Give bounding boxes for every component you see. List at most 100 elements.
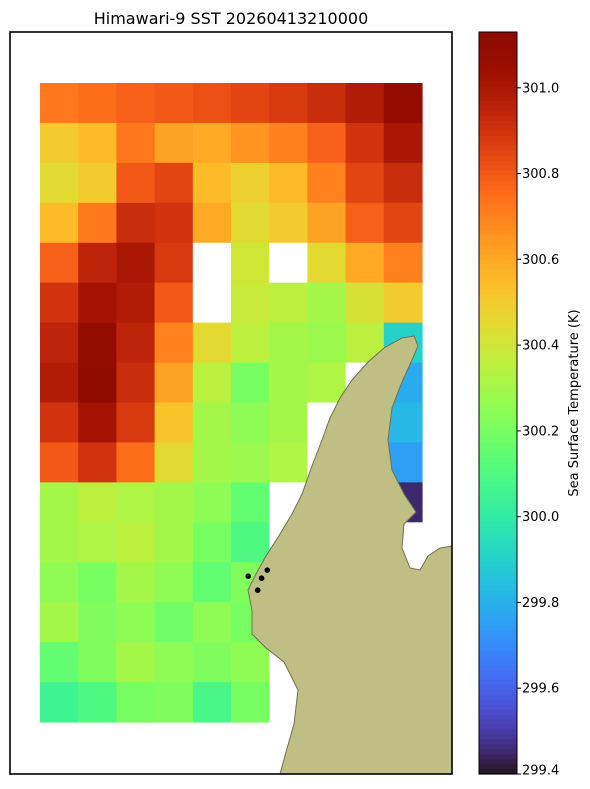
colorbar-strip xyxy=(479,665,517,671)
sst-cell xyxy=(192,402,232,444)
colorbar-strip xyxy=(479,472,517,478)
sst-cell xyxy=(116,522,156,563)
colorbar-strip xyxy=(479,714,517,721)
sst-cell xyxy=(231,402,270,444)
sst-cell xyxy=(192,362,232,404)
sst-cell xyxy=(116,402,156,444)
colorbar-strip xyxy=(479,576,517,582)
colorbar-strip xyxy=(479,709,517,716)
colorbar-strip xyxy=(479,41,517,48)
colorbar-strip xyxy=(479,106,517,112)
sst-cell xyxy=(40,202,79,244)
sst-cell xyxy=(116,83,156,124)
sst-cell xyxy=(383,282,423,324)
colorbar-strip xyxy=(479,348,517,355)
sst-cell xyxy=(192,122,232,164)
colorbar-strip xyxy=(479,724,517,731)
colorbar-strip xyxy=(479,239,517,246)
sst-cell xyxy=(154,162,194,204)
sst-cell xyxy=(154,562,194,603)
colorbar-strip xyxy=(479,422,517,429)
colorbar-strip xyxy=(479,689,517,696)
sst-cell xyxy=(231,642,270,683)
colorbar-strip xyxy=(479,36,517,43)
colorbar-strip xyxy=(479,595,517,602)
sst-cell xyxy=(192,562,232,603)
sst-cell xyxy=(307,122,347,164)
sst-cell xyxy=(231,242,270,284)
sst-cell xyxy=(345,242,385,284)
colorbar-strip xyxy=(479,200,517,206)
colorbar-strip xyxy=(479,304,517,310)
colorbar-strip xyxy=(479,165,517,172)
colorbar-strip xyxy=(479,51,517,58)
colorbar-strip xyxy=(479,125,517,132)
sst-cell xyxy=(154,482,194,523)
sst-cell xyxy=(231,442,270,483)
colorbar-strip xyxy=(479,373,517,379)
colorbar-strip xyxy=(479,719,517,726)
sst-cell xyxy=(116,602,156,643)
colorbar-strip xyxy=(479,333,517,340)
sst-cell xyxy=(40,522,79,563)
colorbar-strip xyxy=(479,299,517,305)
colorbar-tick-label: 300.8 xyxy=(522,167,559,182)
sst-cell xyxy=(78,242,117,284)
sst-cell xyxy=(40,282,79,324)
colorbar-strip xyxy=(479,462,517,468)
colorbar-strip xyxy=(479,590,517,597)
sst-cell xyxy=(116,442,156,483)
sst-cell xyxy=(307,322,347,364)
colorbar-strip xyxy=(479,309,517,315)
sst-cell xyxy=(40,562,79,603)
colorbar-strip xyxy=(479,417,517,424)
colorbar-tick-label: 301.0 xyxy=(522,81,559,96)
colorbar-strip xyxy=(479,398,517,404)
colorbar-strip xyxy=(479,620,517,627)
colorbar-strip xyxy=(479,86,517,92)
colorbar-strip xyxy=(479,571,517,577)
sst-cell xyxy=(383,202,423,244)
colorbar-tick-label: 300.0 xyxy=(522,510,559,525)
sst-cell xyxy=(231,522,270,563)
sst-cell xyxy=(231,682,270,723)
colorbar-strip xyxy=(479,96,517,102)
colorbar-strip xyxy=(479,655,517,661)
sst-cell xyxy=(78,682,117,723)
colorbar-strip xyxy=(479,378,517,384)
colorbar-strip xyxy=(479,635,517,642)
sst-cell xyxy=(192,642,232,683)
sst-cell xyxy=(154,362,194,404)
colorbar-strip xyxy=(479,195,517,201)
land-coastline xyxy=(247,335,453,775)
colorbar-strip xyxy=(479,749,517,755)
colorbar-strip xyxy=(479,190,517,196)
sst-cell xyxy=(269,122,308,164)
sst-cell xyxy=(269,242,308,284)
sst-cell xyxy=(345,83,385,124)
sst-cell xyxy=(231,202,270,244)
sst-cell xyxy=(78,482,117,523)
colorbar-strip xyxy=(479,739,517,745)
colorbar-strip xyxy=(479,353,517,360)
colorbar-label: Sea Surface Temperature (K) xyxy=(567,309,582,496)
colorbar-gradient xyxy=(479,32,517,775)
colorbar-strip xyxy=(479,343,517,350)
sst-cell xyxy=(231,322,270,364)
sst-cell xyxy=(231,482,270,523)
colorbar-strip xyxy=(479,640,517,646)
colorbar-strip xyxy=(479,487,517,493)
colorbar-strip xyxy=(479,135,517,142)
colorbar-strip xyxy=(479,526,517,533)
sst-cell xyxy=(154,522,194,563)
colorbar-strip xyxy=(479,769,517,775)
colorbar-strip xyxy=(479,76,517,83)
colorbar-strip xyxy=(479,452,517,459)
colorbar-strip xyxy=(479,699,517,706)
colorbar-strip xyxy=(479,467,517,473)
colorbar-strip xyxy=(479,150,517,157)
colorbar-strip xyxy=(479,670,517,676)
colorbar-strip xyxy=(479,511,517,518)
sst-cell xyxy=(78,202,117,244)
colorbar-strip xyxy=(479,185,517,191)
